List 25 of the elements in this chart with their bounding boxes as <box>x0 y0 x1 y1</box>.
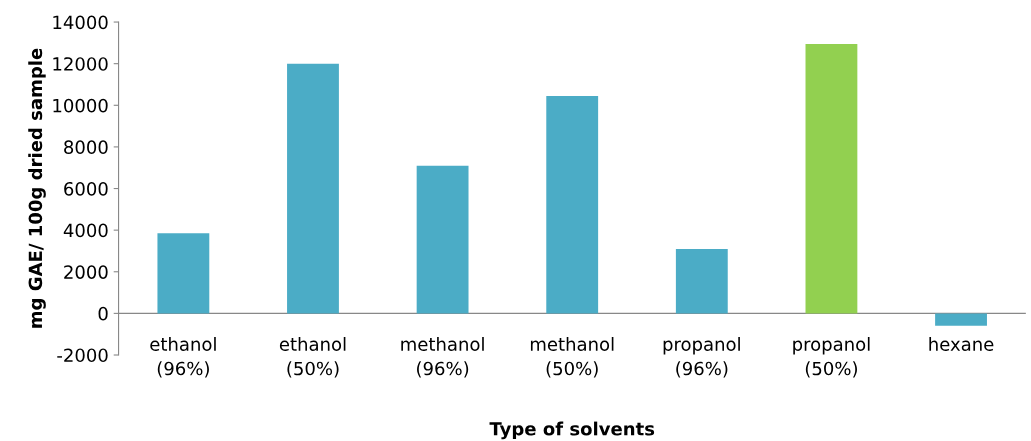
y-tick-label: -2000 <box>57 348 108 363</box>
bar <box>675 248 728 314</box>
bar <box>805 43 858 314</box>
x-axis-title: Type of solvents <box>489 421 655 440</box>
x-tick-label: ethanol (96%) <box>150 337 216 378</box>
y-tick-label: 12000 <box>53 57 108 71</box>
y-tick-label: 4000 <box>63 223 108 238</box>
x-tick-label: ethanol (50%) <box>279 337 346 378</box>
x-tick-label: propanol (96%) <box>663 337 740 378</box>
x-tick-label: propanol (50%) <box>793 337 870 378</box>
y-tick-label: 8000 <box>64 140 108 155</box>
y-tick-label: 2000 <box>64 265 108 279</box>
y-axis-title: mg GAE/ 100g dried sample <box>28 48 46 328</box>
bar <box>546 95 599 314</box>
bar <box>935 313 987 326</box>
x-tick-label: methanol (50%) <box>530 337 614 378</box>
bar <box>157 233 210 314</box>
x-tick-label: hexane <box>929 337 994 351</box>
y-tick-label: 14000 <box>53 15 108 30</box>
bar <box>287 63 339 314</box>
x-tick-label: methanol (96%) <box>401 337 484 378</box>
y-tick-label: 6000 <box>64 181 108 196</box>
y-tick-label: 10000 <box>53 98 108 113</box>
y-tick-label: 0 <box>98 306 108 321</box>
bar <box>416 165 469 314</box>
